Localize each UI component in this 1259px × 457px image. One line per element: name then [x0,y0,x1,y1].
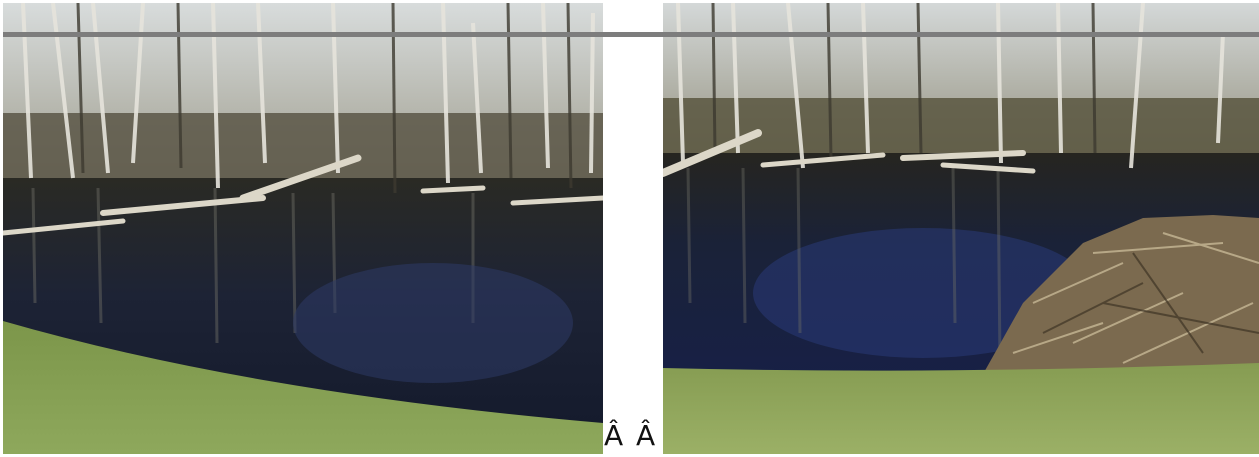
fallen-logs [3,154,603,236]
fallen-logs [663,129,1036,177]
birch-trunks [676,3,1225,169]
horizontal-rule-left [3,32,603,37]
horizontal-rule-middle [603,32,663,37]
birch-trunks [21,3,595,189]
photo-left [3,3,603,454]
grass-bank [3,321,603,454]
horizontal-rule-right [663,32,1259,37]
grass-bank [663,363,1259,454]
photo-left-drawing [3,3,603,454]
separator-text: Â Â [604,419,658,452]
photo-right [663,3,1259,454]
photo-right-drawing [663,3,1259,454]
